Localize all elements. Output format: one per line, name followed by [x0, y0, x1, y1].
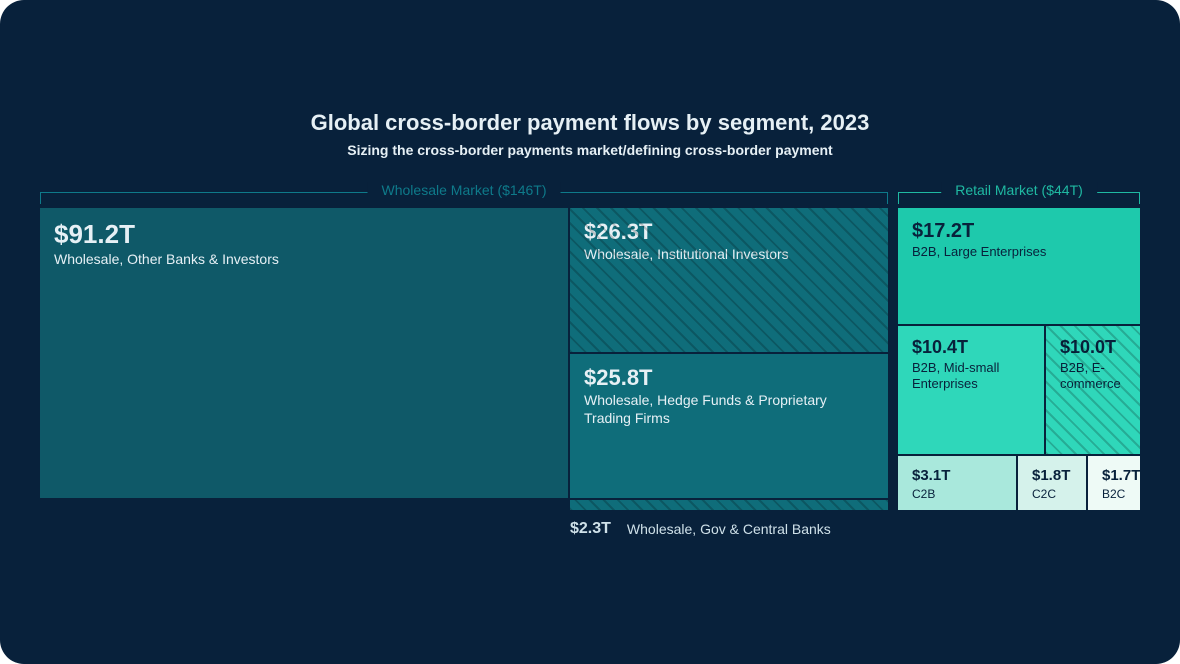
cell-wholesale-hedge: $25.8TWholesale, Hedge Funds & Proprieta… — [570, 354, 888, 498]
retail-bracket-label: Retail Market ($44T) — [941, 182, 1097, 198]
chart-title: Global cross-border payment flows by seg… — [0, 110, 1180, 136]
chart-canvas: Global cross-border payment flows by seg… — [0, 0, 1180, 664]
bracket-tick — [887, 192, 888, 204]
cell-label: B2B, Mid-small Enterprises — [912, 360, 1030, 393]
cell-b2b-ecom: $10.0TB2B, E-commerce — [1046, 326, 1140, 454]
cell-label: Wholesale, Other Banks & Investors — [54, 251, 554, 269]
bracket-tick — [40, 192, 41, 204]
cell-label: B2B, E-commerce — [1060, 360, 1126, 393]
cell-b2c: $1.7T B2C — [1088, 456, 1140, 510]
cell-label: B2C — [1102, 487, 1126, 502]
cell-b2b-midsmall: $10.4TB2B, Mid-small Enterprises — [898, 326, 1044, 454]
cell-value: $26.3T — [584, 220, 874, 244]
cell-label: C2B — [912, 487, 1002, 502]
cell-value: $91.2T — [54, 220, 554, 249]
cell-c2b: $3.1T C2B — [898, 456, 1016, 510]
cell-label: Wholesale, Hedge Funds & Proprietary Tra… — [584, 392, 874, 427]
cell-label: C2C — [1032, 487, 1072, 502]
treemap: $91.2T Wholesale, Other Banks & Investors… — [40, 208, 1140, 514]
wholesale-bracket-label: Wholesale Market ($146T) — [368, 182, 561, 198]
titles: Global cross-border payment flows by seg… — [0, 110, 1180, 158]
wholesale-bracket: Wholesale Market ($146T) — [40, 182, 888, 204]
cell-wholesale-institutional: $26.3T Wholesale, Institutional Investors — [570, 208, 888, 352]
gov-callout: $2.3T Wholesale, Gov & Central Banks — [570, 520, 831, 538]
retail-bracket: Retail Market ($44T) — [898, 182, 1140, 204]
bracket-tick — [898, 192, 899, 204]
cell-value: $10.0T — [1060, 338, 1126, 358]
gov-label: Wholesale, Gov & Central Banks — [627, 521, 831, 537]
cell-wholesale-other-banks: $91.2T Wholesale, Other Banks & Investors — [40, 208, 568, 498]
cell-c2c: $1.8T C2C — [1018, 456, 1086, 510]
cell-value: $3.1T — [912, 468, 1002, 485]
cell-label: B2B, Large Enterprises — [912, 244, 1126, 260]
cell-value: $10.4T — [912, 338, 1030, 358]
cell-b2b-large: $17.2T B2B, Large Enterprises — [898, 208, 1140, 324]
cell-value: $25.8T — [584, 366, 874, 390]
market-brackets: Wholesale Market ($146T) Retail Market (… — [40, 182, 1140, 204]
cell-value: $1.8T — [1032, 468, 1072, 485]
bracket-tick — [1139, 192, 1140, 204]
cell-value: $1.7T — [1102, 468, 1126, 485]
cell-label: Wholesale, Institutional Investors — [584, 246, 874, 264]
cell-value: $17.2T — [912, 220, 1126, 242]
gov-value: $2.3T — [570, 520, 611, 538]
chart-subtitle: Sizing the cross-border payments market/… — [0, 142, 1180, 158]
cell-wholesale-gov-bar — [570, 500, 888, 510]
